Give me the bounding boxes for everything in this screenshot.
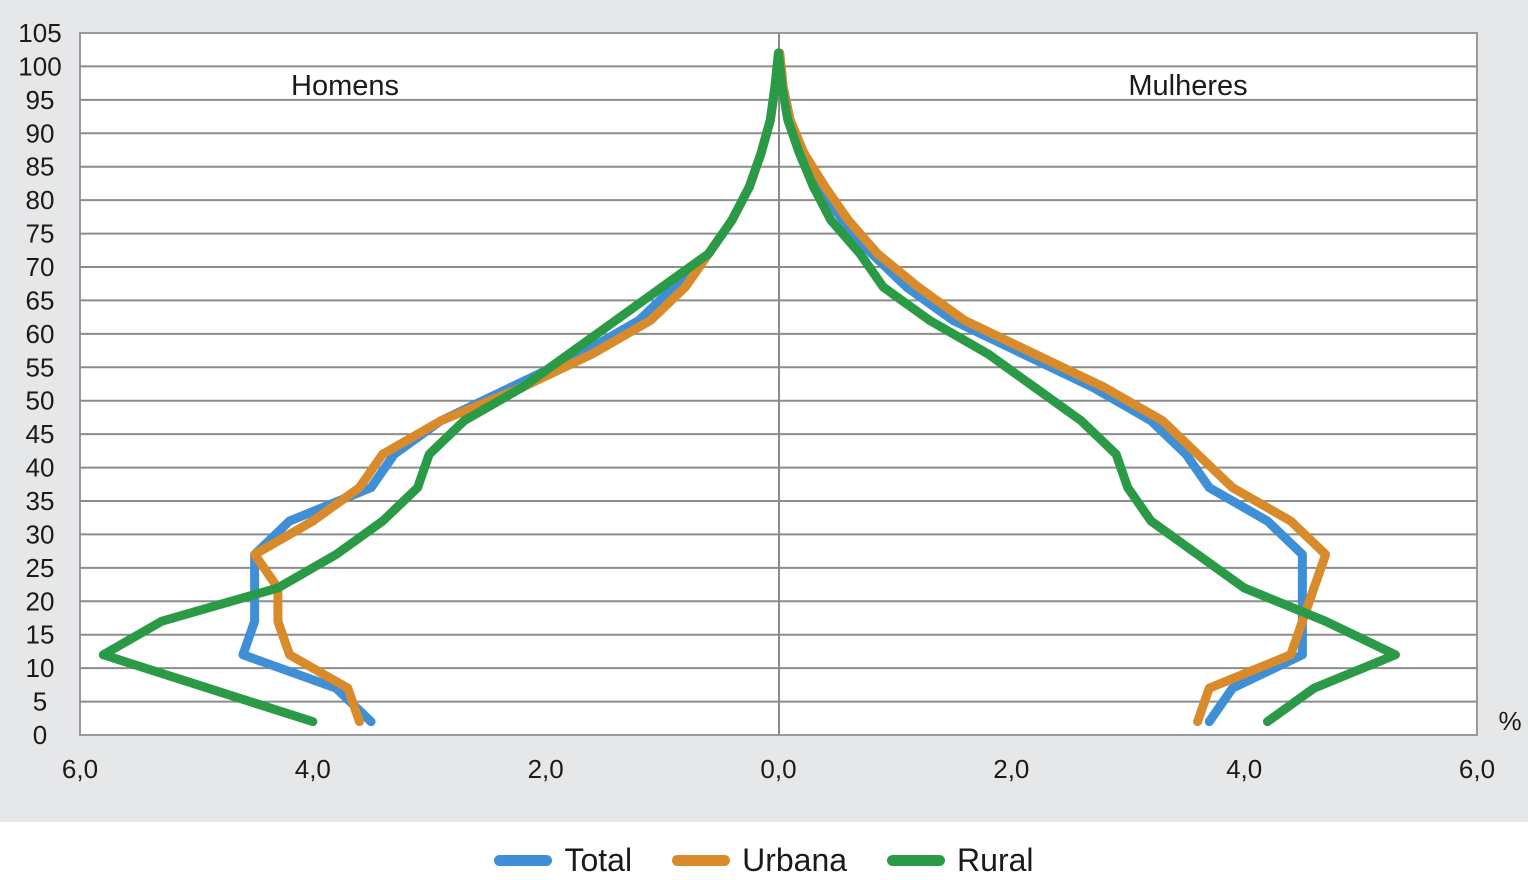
y-tick-label-45: 45 bbox=[26, 419, 55, 449]
y-tick-label-75: 75 bbox=[26, 219, 55, 249]
y-tick-label-95: 95 bbox=[26, 85, 55, 115]
y-tick-label-0: 0 bbox=[33, 720, 47, 750]
x-tick-label-6: 6,0 bbox=[1459, 754, 1495, 784]
y-tick-label-85: 85 bbox=[26, 152, 55, 182]
x-tick-label-2: 2,0 bbox=[528, 754, 564, 784]
legend-item-urbana: Urbana bbox=[672, 842, 847, 879]
x-tick-label-3: 0,0 bbox=[760, 754, 796, 784]
legend-swatch-urbana bbox=[672, 854, 731, 866]
x-unit-label: % bbox=[1498, 706, 1521, 736]
y-tick-label-10: 10 bbox=[26, 653, 55, 683]
legend-item-rural: Rural bbox=[887, 841, 1034, 879]
y-tick-label-105: 105 bbox=[18, 18, 61, 48]
x-tick-label-0: 6,0 bbox=[62, 754, 98, 784]
y-tick-label-60: 60 bbox=[26, 319, 55, 349]
legend-swatch-rural bbox=[887, 854, 946, 866]
legend-label-urbana: Urbana bbox=[742, 841, 848, 878]
y-tick-label-30: 30 bbox=[26, 519, 55, 549]
y-tick-label-55: 55 bbox=[26, 352, 55, 382]
y-tick-label-40: 40 bbox=[26, 453, 55, 483]
series-lines bbox=[98, 48, 1401, 727]
y-tick-label-100: 100 bbox=[18, 51, 61, 81]
right-side-label: Mulheres bbox=[1128, 70, 1247, 102]
y-tick-label-5: 5 bbox=[33, 687, 47, 717]
series-line-rural-mulheres bbox=[774, 48, 1401, 727]
legend: Total Urbana Rural bbox=[0, 840, 1528, 880]
chart-panel: 0 5 10 15 20 25 30 35 40 45 50 55 60 65 70 75 80 85 90 95 10… bbox=[0, 0, 1528, 822]
x-tick-label-5: 4,0 bbox=[1226, 754, 1262, 784]
y-tick-label-70: 70 bbox=[26, 252, 55, 282]
y-tick-label-80: 80 bbox=[26, 185, 55, 215]
x-axis-ticks: 6,0 4,0 2,0 0,0 2,0 4,0 6,0 bbox=[62, 754, 1495, 784]
x-tick-label-1: 4,0 bbox=[295, 754, 331, 784]
y-tick-label-20: 20 bbox=[26, 586, 55, 616]
left-side-label: Homens bbox=[291, 70, 399, 102]
series-line-rural-homens bbox=[98, 48, 783, 727]
y-tick-label-35: 35 bbox=[26, 486, 55, 516]
legend-swatch-total bbox=[494, 854, 553, 866]
y-tick-label-65: 65 bbox=[26, 285, 55, 315]
legend-label-total: Total bbox=[564, 841, 633, 878]
y-tick-label-50: 50 bbox=[26, 386, 55, 416]
y-tick-label-90: 90 bbox=[26, 118, 55, 148]
legend-label-rural: Rural bbox=[957, 841, 1034, 878]
legend-item-total: Total bbox=[494, 842, 632, 879]
y-tick-label-15: 15 bbox=[26, 620, 55, 650]
x-tick-label-4: 2,0 bbox=[993, 754, 1029, 784]
y-tick-label-25: 25 bbox=[26, 553, 55, 583]
